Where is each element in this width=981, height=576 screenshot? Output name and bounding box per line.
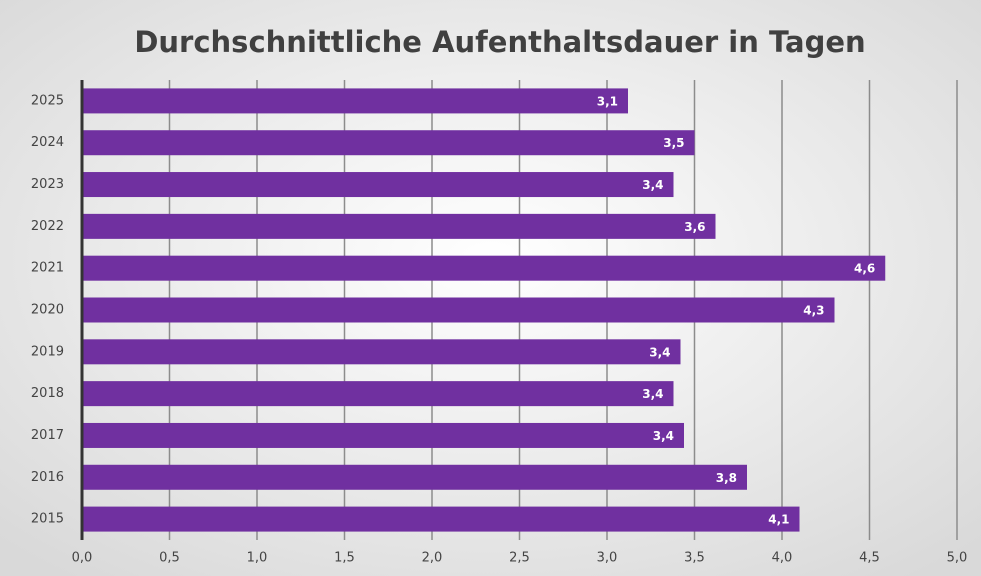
x-tick-label: 4,0 [772, 551, 793, 566]
x-tick-label: 0,5 [159, 551, 180, 566]
value-label: 3,6 [684, 220, 705, 234]
value-label: 3,4 [642, 178, 663, 192]
value-label: 3,4 [649, 345, 670, 359]
y-tick-label: 2024 [31, 135, 64, 150]
y-tick-label: 2019 [31, 344, 64, 359]
bar [82, 464, 747, 490]
y-tick-label: 2025 [31, 93, 64, 108]
x-tick-label: 3,5 [684, 551, 705, 566]
bar [82, 88, 628, 114]
bar [82, 339, 681, 365]
bar [82, 172, 674, 198]
y-tick-label: 2017 [31, 428, 64, 443]
x-tick-label: 3,0 [597, 551, 618, 566]
value-label: 3,4 [642, 387, 663, 401]
bar [82, 255, 886, 281]
x-tick-label: 4,5 [859, 551, 880, 566]
bar [82, 422, 684, 448]
x-tick-label: 0,0 [72, 551, 93, 566]
value-label: 3,5 [663, 136, 684, 150]
y-tick-label: 2015 [31, 512, 64, 527]
y-tick-label: 2022 [31, 219, 64, 234]
y-tick-label: 2023 [31, 177, 64, 192]
y-tick-label: 2020 [31, 303, 64, 318]
bar [82, 297, 835, 323]
bar [82, 213, 716, 239]
x-tick-label: 1,0 [247, 551, 268, 566]
value-label: 3,4 [653, 429, 674, 443]
x-tick-label: 2,0 [422, 551, 443, 566]
y-tick-label: 2016 [31, 470, 64, 485]
bar [82, 130, 695, 156]
y-tick-label: 2018 [31, 386, 64, 401]
x-tick-label: 2,5 [509, 551, 530, 566]
value-label: 3,1 [597, 94, 618, 108]
x-tick-label: 1,5 [334, 551, 355, 566]
value-label: 4,6 [854, 262, 875, 276]
y-tick-label: 2021 [31, 261, 64, 276]
x-tick-label: 5,0 [947, 551, 968, 566]
bar [82, 381, 674, 407]
value-label: 4,1 [768, 513, 789, 527]
value-label: 3,8 [716, 471, 737, 485]
value-label: 4,3 [803, 304, 824, 318]
bar [82, 506, 800, 532]
chart-title: Durchschnittliche Aufenthaltsdauer in Ta… [134, 25, 865, 59]
